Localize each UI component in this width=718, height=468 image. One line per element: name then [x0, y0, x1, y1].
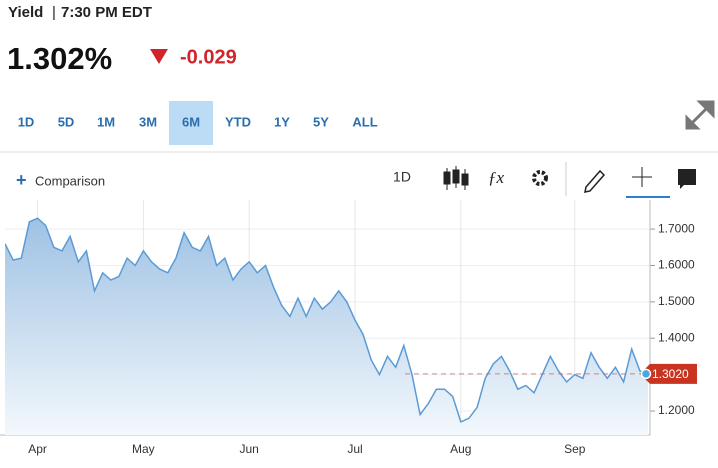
range-button[interactable]: 5Y — [313, 114, 329, 129]
y-tick-label: 1.7000 — [658, 221, 695, 235]
y-tick-label: 1.2000 — [658, 403, 695, 417]
y-tick-label: 1.5000 — [658, 294, 695, 308]
down-arrow — [150, 49, 168, 64]
range-button[interactable]: 1Y — [274, 114, 290, 129]
range-button[interactable]: YTD — [225, 114, 251, 129]
plus-icon[interactable]: + — [16, 170, 27, 190]
range-button[interactable]: 5D — [58, 114, 75, 129]
y-tick-label: 1.4000 — [658, 330, 695, 344]
range-selected — [169, 101, 213, 145]
comparison[interactable]: Comparison — [35, 173, 105, 188]
settings-icon[interactable] — [532, 170, 548, 186]
x-tick-label: Jun — [239, 442, 258, 456]
x-tick-label: Jul — [347, 442, 362, 456]
time: 7:30 PM EDT — [61, 4, 152, 21]
range-button[interactable]: 6M — [182, 114, 200, 129]
range-button[interactable]: 3M — [139, 114, 157, 129]
range-button[interactable]: 1D — [18, 114, 35, 129]
x-tick-label: May — [132, 442, 155, 456]
x-tick-label: Sep — [564, 442, 586, 456]
studies-icon[interactable]: ƒx — [488, 168, 505, 187]
range-bar: 1D 5D 1M 3M 6M YTD 1Y 5Y ALL — [18, 101, 378, 145]
change: -0.029 — [180, 46, 237, 68]
candles-icon[interactable] — [443, 166, 469, 190]
line — [5, 217, 649, 423]
comment-icon[interactable] — [678, 169, 696, 189]
crosshair-icon[interactable] — [632, 167, 652, 187]
expand-icon[interactable] — [685, 100, 715, 130]
range-button[interactable]: 1M — [97, 114, 115, 129]
interval[interactable]: 1D — [393, 169, 411, 185]
value-flag — [640, 363, 697, 384]
range-button[interactable]: ALL — [352, 114, 377, 129]
label: Yield — [8, 4, 43, 21]
price: 1.302% — [7, 41, 112, 76]
separator: | — [52, 4, 56, 21]
plot: 1.20001.30001.40001.50001.60001.7000AprM… — [0, 200, 697, 456]
y-tick-label: 1.6000 — [658, 258, 695, 272]
draw-icon[interactable] — [584, 169, 606, 193]
value-label: 1.3020 — [652, 367, 689, 381]
x-tick-label: Apr — [28, 442, 47, 456]
last-point — [640, 368, 652, 380]
active-underline — [626, 196, 670, 198]
area — [5, 218, 648, 435]
x-tick-label: Aug — [450, 442, 471, 456]
